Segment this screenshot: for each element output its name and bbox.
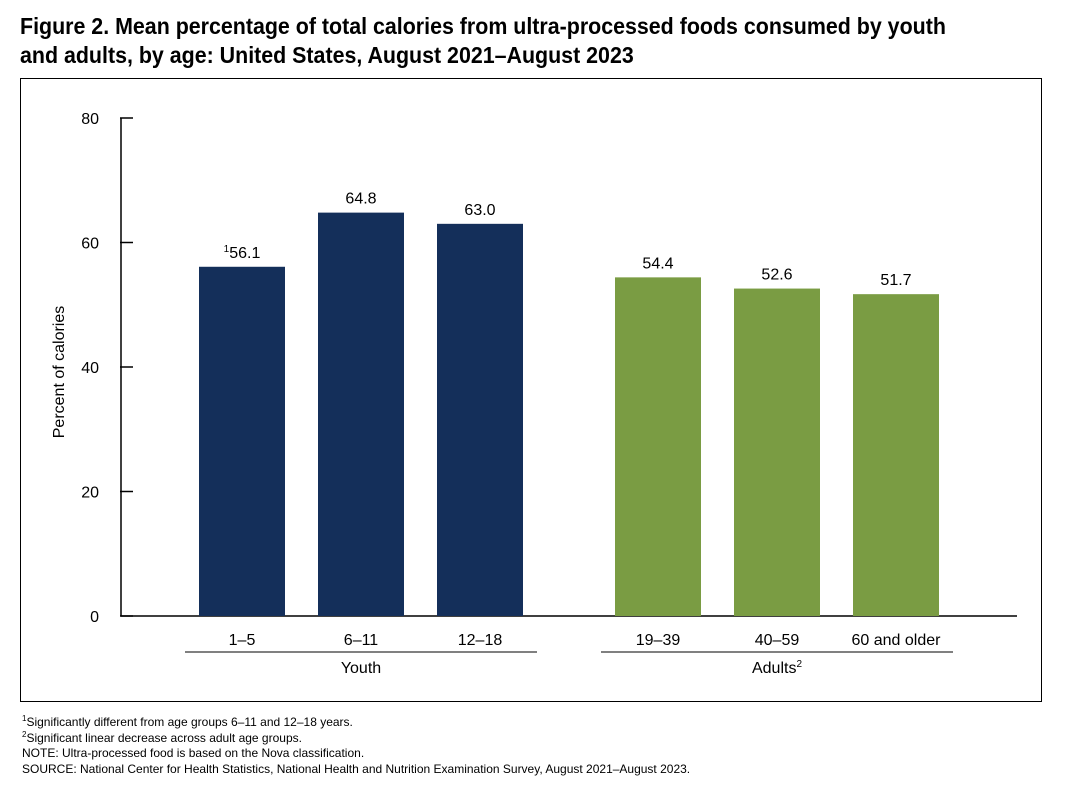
category-label-19-39: 19–39 (636, 632, 681, 649)
category-label-1-5: 1–5 (229, 632, 256, 649)
value-label-6-11: 64.8 (345, 191, 376, 208)
group-label-adults: Adults2 (752, 659, 802, 677)
value-label-12-18: 63.0 (464, 202, 495, 219)
y-axis-title: Percent of calories (51, 306, 68, 439)
group-label-youth: Youth (341, 660, 381, 677)
y-tick-label-80: 80 (81, 111, 99, 128)
bar-1-5 (199, 266, 285, 616)
figure-title-line-1: Figure 2. Mean percentage of total calor… (20, 13, 946, 39)
footnote-2-marker: 2 (22, 729, 27, 739)
note-text: NOTE: Ultra-processed food is based on t… (22, 746, 365, 760)
footnotes: 1Significantly different from age groups… (22, 715, 690, 777)
bar-6-11 (318, 212, 404, 616)
bar-40-59 (734, 288, 820, 616)
bar-12-18 (437, 223, 523, 616)
category-label-6-11: 6–11 (344, 632, 379, 649)
footnote-1-marker: 1 (22, 714, 27, 723)
value-label-40-59: 52.6 (761, 267, 792, 284)
footnote-1: 1Significantly different from age groups… (22, 715, 690, 731)
footnote-1-text: Significantly different from age groups … (26, 715, 353, 729)
y-tick-label-20: 20 (81, 485, 99, 502)
value-label-1-5: 156.1 (224, 244, 261, 262)
y-tick-label-0: 0 (90, 609, 99, 626)
bar-60-and-older (853, 294, 939, 616)
figure-title-line-2: and adults, by age: United States, Augus… (20, 42, 634, 68)
value-label-60-and-older: 51.7 (880, 272, 911, 289)
category-label-12-18: 12–18 (458, 632, 503, 649)
category-label-60-and-older: 60 and older (852, 632, 942, 649)
footnote-2-text: Significant linear decrease across adult… (26, 730, 302, 745)
y-tick-label-60: 60 (81, 236, 99, 253)
source-text: SOURCE: National Center for Health Stati… (22, 761, 691, 776)
y-tick-label-40: 40 (81, 360, 99, 377)
chart-frame: 0 20 40 60 80 Percent of calories 156.1 1–5 64.8… (20, 78, 1042, 702)
category-label-40-59: 40–59 (755, 632, 800, 649)
value-label-19-39: 54.4 (642, 255, 673, 272)
bar-chart: 0 20 40 60 80 Percent of calories 156.1 1–5 64.8… (51, 111, 1017, 677)
figure-title: Figure 2. Mean percentage of total calor… (20, 12, 978, 70)
footnote-2: 2Significant linear decrease across adul… (22, 729, 690, 747)
bar-19-39 (615, 277, 701, 616)
